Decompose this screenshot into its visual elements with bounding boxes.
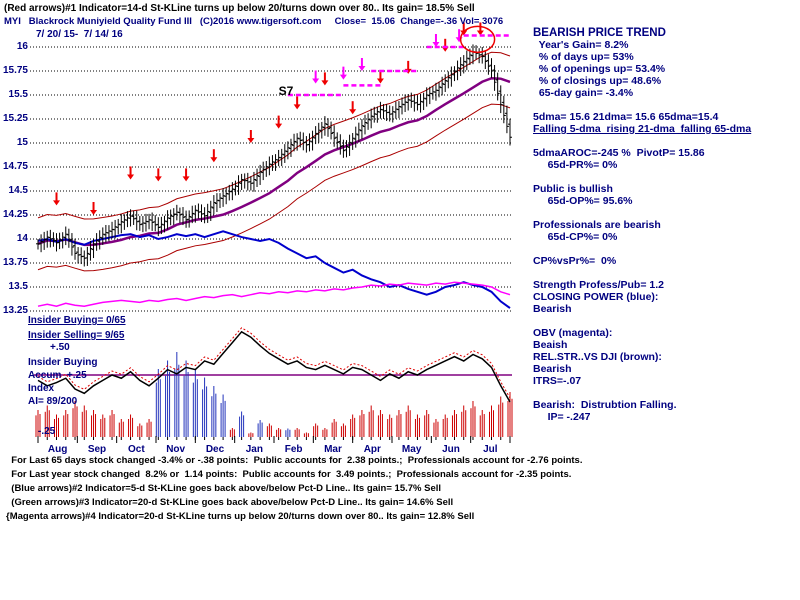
month-label: Dec bbox=[205, 444, 225, 455]
month-label: Aug bbox=[47, 444, 68, 455]
price-tick-label: 13.5 bbox=[8, 281, 28, 292]
analysis-line: OBV (magenta): bbox=[533, 327, 613, 339]
analysis-line: 65d-PR%= 0% bbox=[533, 159, 618, 171]
price-tick-label: 13.75 bbox=[2, 257, 28, 268]
analysis-line: REL.STR..VS DJI (brown): bbox=[533, 351, 662, 363]
month-label: Jun bbox=[442, 444, 460, 455]
month-label: Apr bbox=[363, 444, 381, 455]
analysis-line bbox=[533, 315, 797, 327]
analysis-line: Beaish bbox=[533, 339, 568, 351]
analysis-line: 65-day gain= -3.4% bbox=[533, 87, 634, 99]
analysis-line bbox=[533, 171, 797, 183]
indicator1-summary: (Red arrows)#1 Indicator=14-d St-KLine t… bbox=[4, 3, 475, 14]
analysis-line: % of openings up= 53.4% bbox=[533, 63, 666, 75]
price-tick-label: 16 bbox=[16, 41, 28, 52]
chart-annotation-label: Accum +.25 bbox=[28, 370, 87, 381]
footer-line: (Green arrows)#3 Indicator=20-d St-KLine… bbox=[6, 497, 454, 508]
analysis-line: Year's Gain= 8.2% bbox=[533, 39, 629, 51]
price-tick-label: 15.75 bbox=[2, 65, 28, 76]
price-tick-label: 15 bbox=[16, 137, 28, 148]
footer-line: For Last 65 days stock changed -3.4% or … bbox=[6, 455, 583, 466]
analysis-line: Public is bullish bbox=[533, 183, 613, 195]
analysis-line: BEARISH PRICE TREND bbox=[533, 27, 666, 39]
chart-annotation-label: Insider Buying= 0/65 bbox=[28, 315, 126, 326]
analysis-line: 65d-CP%= 0% bbox=[533, 231, 618, 243]
analysis-line: CLOSING POWER (blue): bbox=[533, 291, 659, 303]
analysis-line: Bearish bbox=[533, 303, 572, 315]
month-label: Jul bbox=[483, 444, 498, 455]
analysis-line bbox=[533, 99, 797, 111]
price-tick-label: 14 bbox=[16, 233, 28, 244]
analysis-line: Professionals are bearish bbox=[533, 219, 661, 231]
footer-line: For Last year stock changed 8.2% or 1.14… bbox=[6, 469, 572, 480]
month-label: Sep bbox=[87, 444, 107, 455]
price-tick-label: 15.25 bbox=[2, 113, 28, 124]
price-tick-label: 13.25 bbox=[2, 305, 28, 316]
analysis-line: ITRS=-.07 bbox=[533, 375, 582, 387]
footer-indicator-summaries: For Last 65 days stock changed -3.4% or … bbox=[6, 454, 582, 524]
price-tick-label: 14.5 bbox=[8, 185, 28, 196]
analysis-line: Bearish: Distrubtion Falling. bbox=[533, 399, 677, 411]
price-tick-label: 14.25 bbox=[2, 209, 28, 220]
chart-annotation-label: AI= 89/200 bbox=[28, 396, 78, 407]
ticker-title-line: MYI Blackrock Muniyield Quality Fund III… bbox=[4, 16, 504, 27]
analysis-line bbox=[533, 387, 797, 399]
month-label: Nov bbox=[166, 444, 186, 455]
analysis-line: Falling 5-dma rising 21-dma falling 65-d… bbox=[533, 123, 752, 135]
analysis-line: IP= -.247 bbox=[533, 411, 591, 423]
analysis-line: Strength Profess/Pub= 1.2 bbox=[533, 279, 664, 291]
chart-annotation-label: Insider Buying bbox=[28, 357, 98, 368]
analysis-line bbox=[533, 243, 797, 255]
month-label: Feb bbox=[284, 444, 303, 455]
price-tick-label: 15.5 bbox=[8, 89, 28, 100]
month-label: Oct bbox=[127, 444, 145, 455]
month-label: Jan bbox=[245, 444, 263, 455]
analysis-line: Bearish bbox=[533, 363, 572, 375]
chart-annotation-label: -.25 bbox=[38, 426, 56, 437]
analysis-line: 5dmaAROC=-245 % PivotP= 15.86 bbox=[533, 147, 705, 159]
svg-text:S7: S7 bbox=[279, 84, 294, 98]
analysis-line: % of days up= 53% bbox=[533, 51, 634, 63]
analysis-line: % of closings up= 48.6% bbox=[533, 75, 662, 87]
price-tick-label: 14.75 bbox=[2, 161, 28, 172]
chart-annotation-label: +.50 bbox=[50, 342, 70, 353]
analysis-line: CP%vsPr%= 0% bbox=[533, 255, 617, 267]
analysis-panel: BEARISH PRICE TREND Year's Gain= 8.2% % … bbox=[533, 27, 797, 423]
analysis-line: 65d-OP%= 95.6% bbox=[533, 195, 633, 207]
month-label: Mar bbox=[324, 444, 342, 455]
chart-annotation-label: Insider Selling= 9/65 bbox=[28, 330, 125, 341]
footer-line: (Blue arrows)#2 Indicator=5-d St-KLine g… bbox=[6, 483, 442, 494]
analysis-line bbox=[533, 135, 797, 147]
analysis-line: 5dma= 15.6 21dma= 15.6 65dma=15.4 bbox=[533, 111, 719, 123]
chart-annotation-label: Index bbox=[28, 383, 55, 394]
analysis-line bbox=[533, 267, 797, 279]
month-label: May bbox=[401, 444, 422, 455]
footer-line: {Magenta arrows)#4 Indicator=20-d St-KLi… bbox=[6, 511, 475, 522]
analysis-line bbox=[533, 207, 797, 219]
date-range: 7/ 20/ 15- 7/ 14/ 16 bbox=[36, 29, 123, 40]
